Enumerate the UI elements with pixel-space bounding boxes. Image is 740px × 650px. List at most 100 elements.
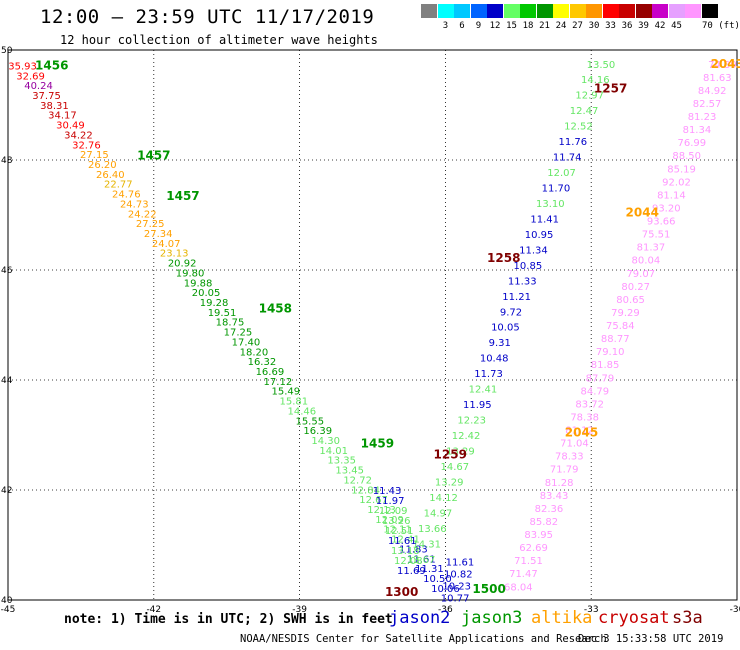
wave-height-label: 83.72	[575, 399, 604, 410]
wave-height-label: 13.29	[435, 477, 464, 488]
wave-height-label: 12.67	[359, 495, 388, 506]
legend-label: 18	[522, 21, 534, 31]
wave-height-label: 24.73	[120, 199, 149, 210]
wave-height-label: 14.46	[287, 406, 316, 417]
wave-height-label: 38.31	[40, 101, 69, 112]
legend-swatch	[470, 4, 487, 18]
wave-height-label: 79.10	[596, 347, 625, 358]
page-title: 12:00 – 23:59 UTC 11/17/2019	[40, 6, 375, 28]
wave-height-label: 17.25	[224, 328, 253, 339]
legend-label: 12	[489, 21, 501, 31]
legend-label: 42	[654, 21, 666, 31]
wave-height-label: 17.40	[232, 337, 261, 348]
x-tick-label: -42	[146, 605, 161, 615]
wave-height-label: 11.61	[446, 558, 475, 569]
pass-time-label: 2043	[711, 57, 740, 71]
wave-height-label: 12.08	[394, 556, 423, 567]
wave-height-label: 82.36	[535, 504, 564, 515]
wave-height-label: 32.69	[16, 71, 45, 82]
wave-height-label: 13.29	[446, 446, 475, 457]
wave-height-label: 81.14	[657, 190, 686, 201]
wave-height-label: 19.28	[200, 298, 229, 309]
wave-height-label: 13.66	[418, 524, 447, 535]
legend-label: 39	[638, 21, 649, 31]
wave-height-label: 14.31	[412, 539, 441, 550]
wave-height-label: 11.41	[530, 214, 559, 225]
wave-height-label: 78.33	[555, 452, 584, 463]
pass-time-label: 1457	[166, 189, 199, 203]
wave-height-label: 13.26	[382, 516, 411, 527]
wave-height-label: 27.25	[136, 219, 165, 230]
wave-height-label: 84.92	[698, 86, 727, 97]
pass-time-label: 1257	[594, 82, 627, 96]
wave-height-label: 12.51	[385, 526, 414, 537]
wave-height-label: 23.13	[160, 249, 189, 260]
wave-height-label: 10.77	[441, 593, 470, 604]
wave-height-label: 13.45	[335, 466, 364, 477]
wave-height-label: 10.05	[491, 323, 520, 334]
map-frame	[7, 49, 738, 601]
legend-swatch	[619, 4, 635, 18]
wave-height-label: 80.27	[621, 282, 650, 293]
legend-label: 36	[621, 21, 633, 31]
wave-height-label: 16.39	[303, 426, 332, 437]
wave-height-label: 78.38	[570, 412, 599, 423]
satellite-label-s3a: s3a	[672, 608, 703, 628]
wave-height-label: 62.69	[519, 543, 548, 554]
pass-time-label: 1459	[361, 436, 394, 450]
wave-height-label: 26.40	[96, 170, 125, 181]
wave-height-label: 10.85	[514, 261, 543, 272]
wave-height-label: 13.18	[391, 546, 420, 557]
footer-note: note: 1) Time is in UTC; 2) SWH is in fe…	[64, 612, 393, 627]
wave-height-label: 85.82	[529, 517, 558, 528]
x-tick-label: -36	[438, 605, 453, 615]
legend-swatch	[536, 4, 553, 18]
legend-label: 27	[572, 21, 583, 31]
wave-height-label: 27.34	[144, 229, 173, 240]
wave-height-label: 88.77	[601, 334, 630, 345]
legend-swatch	[635, 4, 652, 18]
wave-height-label: 22.77	[104, 180, 133, 191]
pass-time-label: 2045	[565, 425, 598, 439]
wave-height-label: 12.09	[375, 515, 404, 526]
wave-height-label: 16.32	[248, 357, 277, 368]
legend-swatch	[586, 4, 602, 18]
pass-time-label: 1456	[35, 58, 68, 72]
legend-swatch	[437, 4, 454, 18]
legend-swatch	[668, 4, 685, 18]
wave-height-label: 14.16	[581, 75, 610, 86]
legend-swatch	[569, 4, 586, 18]
wave-height-label: 26.20	[88, 160, 117, 171]
wave-height-label: 12.07	[547, 168, 576, 179]
wave-height-label: 40.24	[24, 81, 53, 92]
wave-height-label: 82.57	[693, 99, 722, 110]
pass-time-label: 2044	[626, 205, 659, 219]
legend-swatch	[685, 4, 701, 18]
wave-height-label: 10.95	[525, 230, 554, 241]
wave-height-label: 11.95	[463, 400, 492, 411]
legend-swatch	[652, 4, 668, 18]
wave-height-label: 20.05	[192, 288, 221, 299]
wave-height-label: 12.13	[367, 505, 396, 516]
wave-height-label: 81.34	[683, 125, 712, 136]
legend-label: 21	[539, 21, 550, 31]
wave-height-label: 12.84	[351, 485, 380, 496]
wave-height-label: 81.12	[565, 426, 594, 437]
wave-height-label: 34.17	[48, 111, 77, 122]
page-subtitle: 12 hour collection of altimeter wave hei…	[60, 33, 378, 47]
wave-height-label: 71.79	[550, 465, 579, 476]
wave-height-label: 93.66	[647, 217, 676, 228]
wave-height-label: 14.12	[429, 493, 458, 504]
wave-height-label: 11.61	[388, 536, 417, 547]
wave-height-label: 10.82	[444, 569, 473, 580]
wave-height-label: 79.07	[626, 269, 655, 280]
wave-height-label: 32.76	[72, 140, 101, 151]
wave-height-label: 14.67	[440, 462, 469, 473]
legend-swatch	[520, 4, 536, 18]
wave-height-label: 12.72	[343, 475, 372, 486]
wave-height-label: 11.34	[519, 245, 548, 256]
wave-height-label: 12.09	[379, 506, 408, 517]
wave-height-label: 13.35	[327, 456, 356, 467]
wave-height-label: 14.01	[319, 446, 348, 457]
satellite-label-cryosat: cryosat	[598, 608, 670, 628]
